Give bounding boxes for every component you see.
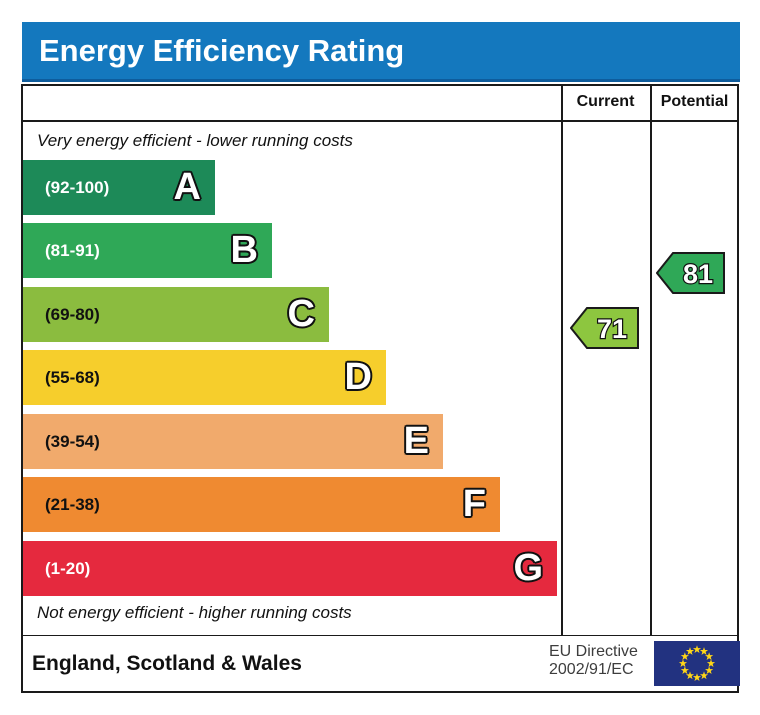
page-title: Energy Efficiency Rating xyxy=(39,32,405,68)
band-e-range-label: (39-54) xyxy=(45,431,100,451)
potential-column-divider xyxy=(650,84,652,637)
current-column-header: Current xyxy=(576,93,635,110)
potential-column-header: Potential xyxy=(660,93,729,110)
eu-flag-star xyxy=(699,647,709,655)
band-a-range-label: (92-100) xyxy=(45,177,110,197)
header-row-divider xyxy=(21,120,739,122)
eu-flag-icon xyxy=(654,641,740,686)
potential-rating-arrow: 81 xyxy=(656,252,725,294)
eu-directive-label: EU Directive 2002/91/EC xyxy=(549,643,638,679)
band-f-bar: (21-38) F xyxy=(23,477,500,532)
bottom-caption: Not energy efficient - higher running co… xyxy=(37,603,352,622)
band-f-range-label: (21-38) xyxy=(45,494,100,514)
current-rating-value: 71 xyxy=(597,314,627,344)
band-g-bar: (1-20) G xyxy=(23,541,557,596)
eu-directive-line1: EU Directive xyxy=(549,643,638,660)
potential-rating-value: 81 xyxy=(683,259,713,289)
current-arrow-shape xyxy=(570,307,639,349)
eu-flag-star xyxy=(685,647,695,655)
eu-flag-star xyxy=(705,666,714,674)
eu-flag-star xyxy=(680,666,689,674)
eu-flag-star xyxy=(699,671,709,680)
region-label: England, Scotland & Wales xyxy=(32,651,302,675)
band-g-range-label: (1-20) xyxy=(45,558,91,578)
eu-flag-star xyxy=(692,645,702,653)
band-c-letter: C xyxy=(287,293,315,335)
eu-flag-star xyxy=(680,652,689,660)
band-f-letter: F xyxy=(462,483,486,525)
band-b-range-label: (81-91) xyxy=(45,240,100,260)
eu-flag-star xyxy=(706,659,716,667)
top-caption: Very energy efficient - lower running co… xyxy=(37,131,353,150)
eu-flag-star xyxy=(685,671,695,680)
eu-directive-line2: 2002/91/EC xyxy=(549,661,634,678)
band-g-letter: G xyxy=(513,547,543,589)
band-a-letter: A xyxy=(173,166,201,208)
band-c-range-label: (69-80) xyxy=(45,304,100,324)
band-d-letter: D xyxy=(344,356,372,398)
band-e-bar: (39-54) E xyxy=(23,414,443,469)
eu-flag-star xyxy=(678,659,688,667)
band-d-bar: (55-68) D xyxy=(23,350,386,405)
eu-flag-star xyxy=(692,673,702,681)
title-bar: Energy Efficiency Rating xyxy=(22,22,740,82)
current-column-divider xyxy=(561,84,563,637)
band-a-bar: (92-100) A xyxy=(23,160,215,215)
eu-flag-star xyxy=(705,652,714,660)
band-d-range-label: (55-68) xyxy=(45,367,100,387)
current-rating-arrow: 71 xyxy=(570,307,639,349)
band-b-bar: (81-91) B xyxy=(23,223,272,278)
band-b-letter: B xyxy=(230,229,258,271)
band-e-letter: E xyxy=(403,420,429,462)
band-c-bar: (69-80) C xyxy=(23,287,329,342)
footer-bar: England, Scotland & Wales EU Directive 2… xyxy=(21,636,740,693)
potential-arrow-shape xyxy=(656,252,725,294)
